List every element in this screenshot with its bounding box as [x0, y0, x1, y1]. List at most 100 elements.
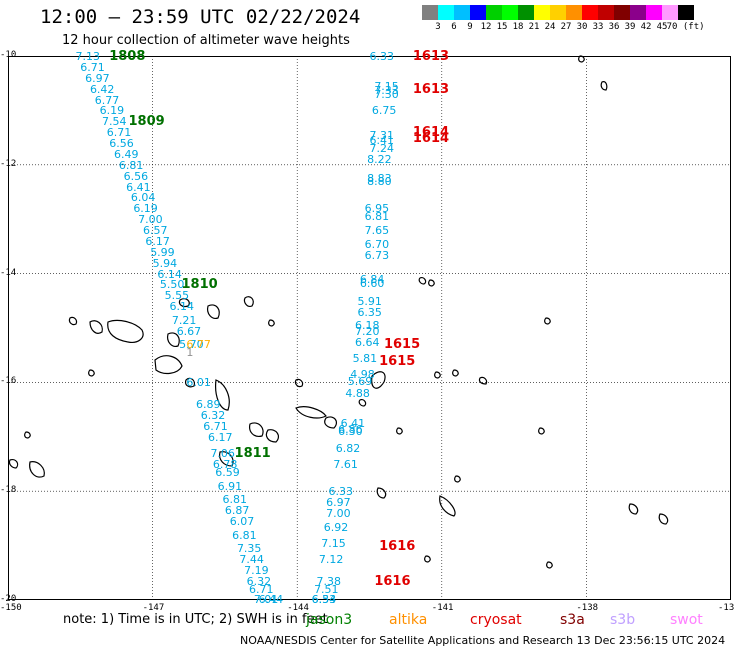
x-axis-label: -13 — [718, 603, 735, 613]
wave-height-value: 6.78 — [212, 458, 238, 471]
wave-height-value: 1 — [186, 346, 194, 360]
wave-height-value: 6.59 — [215, 466, 240, 480]
wave-height-value: 6.56 — [109, 137, 134, 151]
island — [418, 277, 427, 285]
wave-height-value: 6.71 — [203, 419, 228, 433]
page-title: 12:00 – 23:59 UTC 02/22/2024 — [40, 6, 361, 28]
wave-height-value: 6.41 — [126, 180, 151, 194]
colorbar-tick-label: 42 — [640, 22, 652, 32]
wave-height-value: 6.97 — [326, 496, 351, 510]
colorbar-swatch — [566, 5, 582, 20]
colorbar-swatch — [518, 5, 534, 20]
wave-height-value: 6.19 — [133, 202, 158, 216]
wave-height-value: 7.61 — [333, 458, 358, 471]
y-axis-label: -12 — [0, 158, 17, 169]
wave-height-value: 6.35 — [357, 305, 382, 319]
colorbar-tick-label: 12 — [480, 22, 492, 32]
wave-height-value: 6.70 — [364, 237, 390, 251]
satellite-legend-item: altika — [389, 612, 428, 628]
coastlines — [8, 55, 669, 569]
pass-time-label: 1613 — [412, 81, 450, 97]
colorbar-tick-label: 15 — [496, 22, 508, 32]
colorbar-tick-label: 6 — [451, 22, 457, 32]
island — [89, 320, 103, 334]
island — [439, 495, 456, 517]
wave-height-value: 6.17 — [208, 430, 233, 444]
wave-height-value: 6.32 — [246, 574, 272, 588]
island — [544, 317, 551, 325]
map-grid — [8, 56, 731, 600]
wave-height-value: 6.81 — [222, 493, 247, 507]
wave-height-value: 6.14 — [169, 300, 194, 314]
wave-height-value: 6.32 — [200, 409, 226, 423]
island — [478, 376, 488, 385]
colorbar-tick-label: 27 — [560, 22, 572, 32]
wave-height-value: 6.30 — [338, 425, 363, 439]
colorbar-swatch — [646, 5, 662, 20]
wave-height-value: 6.42 — [89, 82, 115, 96]
island — [219, 451, 234, 467]
wave-height-value: 7.44 — [239, 553, 264, 567]
wave-height-value: 5.99 — [150, 245, 175, 259]
wave-height-value: 6.82 — [335, 441, 361, 455]
wave-height-value: 4.88 — [345, 387, 370, 401]
y-axis-label: -10 — [0, 50, 17, 60]
wave-height-value: 6.77 — [94, 93, 120, 107]
wave-height-value: 7.19 — [244, 564, 269, 578]
colorbar-tick-label: 21 — [528, 22, 540, 32]
island — [249, 422, 264, 437]
wave-height-value: 5.81 — [352, 351, 378, 365]
colorbar-tick-label: 9 — [467, 22, 473, 32]
wave-height-value: 7.33 — [374, 83, 399, 97]
colorbar-tick-label: 24 — [544, 22, 556, 32]
y-axis-label: -14 — [0, 267, 17, 278]
island — [215, 379, 230, 411]
wave-height-value: 7.12 — [318, 553, 344, 567]
y-axis-label: -18 — [0, 485, 17, 496]
pass-time-label: 1616 — [379, 538, 416, 554]
wave-height-value: 7.51 — [314, 583, 339, 597]
wave-height-value: 6.81 — [232, 528, 257, 542]
wave-height-value: 6.81 — [118, 158, 144, 172]
colorbar-tick-label: 33 — [592, 22, 604, 32]
wave-height-value: 6.73 — [364, 248, 390, 262]
island — [396, 427, 403, 435]
wave-height-value: 6.49 — [114, 147, 139, 161]
island — [24, 431, 31, 439]
credit-line: NOAA/NESDIS Center for Satellite Applica… — [240, 634, 726, 647]
island — [658, 513, 669, 525]
colorbar-tick-label: 39 — [624, 22, 636, 32]
colorbar-tick-label: 36 — [608, 22, 620, 32]
wave-height-value: 6.54 — [311, 593, 337, 606]
wave-height-value: 6.77 — [186, 338, 211, 352]
island — [294, 378, 304, 388]
wave-height-value: 6.71 — [80, 60, 105, 74]
wave-height-value: 6.18 — [355, 319, 380, 333]
wave-height-value: 5.94 — [152, 256, 178, 270]
colorbar-swatch — [454, 5, 470, 20]
colorbar-tick-label: 18 — [512, 22, 524, 32]
wave-height-value: 6.86 — [338, 422, 363, 436]
wave-height-value: 7.13 — [75, 50, 100, 63]
island — [207, 304, 220, 319]
pass-time-label: 1616 — [374, 573, 411, 589]
wave-height-value: 6.33 — [311, 593, 337, 606]
colorbar-swatch — [614, 5, 630, 20]
wave-height-value: 7.00 — [138, 213, 163, 227]
satellite-legend-item: cryosat — [470, 612, 522, 628]
wave-height-value: 6.56 — [123, 169, 149, 183]
pass-time-label: 1808 — [109, 49, 146, 64]
wave-height-value: 5.91 — [357, 294, 382, 308]
wave-height-value: 7.30 — [374, 88, 399, 102]
wave-height-value: 7.24 — [369, 142, 395, 156]
colorbar-tick-label: 30 — [576, 22, 588, 32]
wave-height-value: 6.44 — [258, 593, 284, 606]
wave-height-value: 5.69 — [347, 374, 373, 388]
colorbar-swatch — [502, 5, 518, 20]
wave-height-value: 7.01 — [253, 593, 279, 606]
wave-height-value: 4.98 — [350, 368, 375, 382]
island — [376, 487, 387, 499]
island — [546, 561, 553, 569]
wave-height-value: 6.97 — [85, 71, 110, 85]
island — [538, 427, 545, 435]
